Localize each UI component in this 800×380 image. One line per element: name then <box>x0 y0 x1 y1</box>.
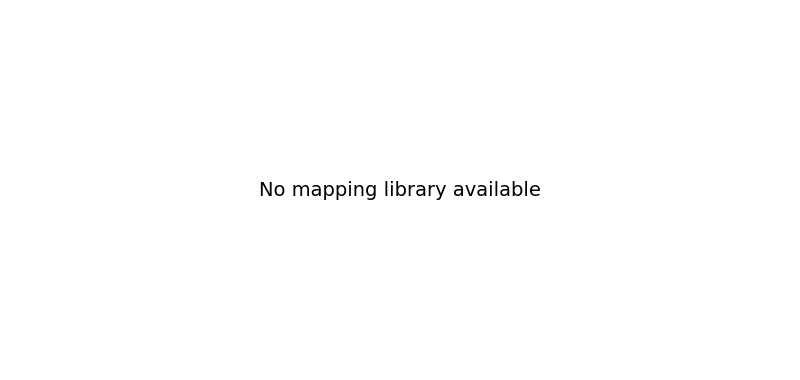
Text: No mapping library available: No mapping library available <box>259 180 541 200</box>
